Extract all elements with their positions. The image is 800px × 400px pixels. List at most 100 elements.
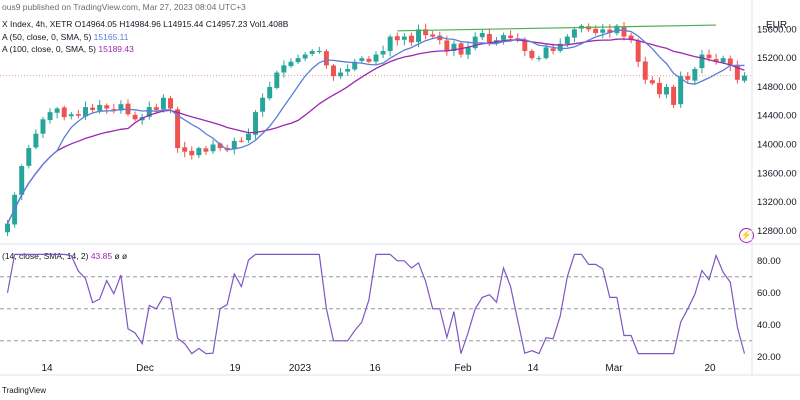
candle-body bbox=[557, 43, 563, 51]
candle-body bbox=[281, 65, 287, 73]
candle-body bbox=[274, 72, 280, 88]
candle-body bbox=[90, 107, 96, 110]
candle-body bbox=[720, 58, 726, 63]
candle-body bbox=[146, 107, 152, 117]
candle-body bbox=[501, 35, 507, 40]
candle-body bbox=[168, 98, 173, 109]
candle-body bbox=[323, 51, 329, 66]
candle-body bbox=[571, 29, 577, 38]
candle-body bbox=[75, 114, 81, 116]
candle-body bbox=[479, 32, 485, 38]
candle-body bbox=[741, 75, 747, 81]
candle-body bbox=[295, 58, 301, 63]
time-tick-label: 20 bbox=[704, 363, 716, 374]
candle-body bbox=[245, 133, 251, 141]
price-tick-label: 14000.00 bbox=[757, 139, 797, 150]
candle-body bbox=[47, 112, 53, 121]
candle-body bbox=[692, 68, 698, 81]
candle-body bbox=[260, 97, 266, 112]
candle-body bbox=[472, 36, 478, 49]
ma100-value: 15189.43 bbox=[98, 44, 134, 54]
candle-body bbox=[196, 148, 202, 156]
time-tick-label: 19 bbox=[229, 363, 241, 374]
candle-body bbox=[26, 148, 32, 166]
candle-body bbox=[734, 64, 740, 80]
price-tick-label: 12800.00 bbox=[757, 226, 797, 237]
candle-body bbox=[486, 34, 492, 43]
candle-body bbox=[423, 29, 429, 36]
candle-body bbox=[430, 34, 436, 37]
candle-body bbox=[54, 108, 60, 113]
candle-body bbox=[5, 223, 11, 233]
candle-body bbox=[104, 105, 110, 109]
candle-body bbox=[288, 61, 294, 67]
candle-body bbox=[366, 58, 372, 62]
candle-body bbox=[231, 140, 237, 150]
candle-body bbox=[451, 43, 457, 51]
ma100-legend: A (100, close, 0, SMA, 5) 15189.43 bbox=[2, 44, 134, 54]
candle-body bbox=[33, 133, 39, 148]
candle-body bbox=[338, 72, 344, 77]
candle-body bbox=[387, 36, 393, 52]
ma50-legend: A (50, close, 0, SMA, 5) 15165.11 bbox=[2, 32, 129, 42]
instrument-line: X Index, 4h, XETR O14964.05 H14984.96 L1… bbox=[2, 19, 288, 29]
time-tick-label: 14 bbox=[527, 363, 539, 374]
ma100-params: A (100, close, 0, SMA, 5) bbox=[2, 44, 97, 54]
lightning-icon[interactable]: ⚡ bbox=[739, 228, 754, 243]
candle-body bbox=[706, 54, 712, 59]
candle-body bbox=[111, 109, 117, 111]
rsi-tick-label: 60.00 bbox=[757, 288, 781, 299]
time-tick-label: Dec bbox=[136, 363, 154, 374]
candle-body bbox=[253, 112, 259, 135]
candle-body bbox=[345, 68, 351, 72]
candle-body bbox=[536, 58, 542, 60]
candle-body bbox=[529, 50, 535, 59]
ohlc-values: O14964.05 H14984.96 L14915.44 C14957.23 … bbox=[74, 19, 289, 29]
candle-body bbox=[656, 82, 662, 95]
candle-body bbox=[649, 80, 655, 84]
candle-body bbox=[61, 107, 67, 118]
candle-body bbox=[642, 61, 648, 80]
candle-body bbox=[118, 104, 124, 111]
price-tick-label: 15600.00 bbox=[757, 24, 797, 35]
candle-body bbox=[401, 36, 407, 40]
candle-body bbox=[678, 76, 684, 105]
candle-body bbox=[359, 58, 365, 61]
candle-body bbox=[416, 29, 421, 42]
candle-body bbox=[132, 114, 138, 120]
candle-body bbox=[564, 36, 570, 44]
candle-body bbox=[267, 86, 273, 99]
candle-body bbox=[408, 35, 414, 43]
candle-body bbox=[160, 97, 166, 110]
candle-body bbox=[621, 26, 627, 37]
price-tick-label: 14400.00 bbox=[757, 111, 797, 122]
price-tick-label: 13200.00 bbox=[757, 197, 797, 208]
candle-body bbox=[331, 65, 336, 77]
candle-body bbox=[309, 50, 315, 54]
candle-body bbox=[628, 35, 634, 41]
candle-body bbox=[543, 47, 549, 59]
candle-body bbox=[203, 148, 209, 152]
candle-body bbox=[607, 29, 613, 33]
time-tick-label: 16 bbox=[369, 363, 381, 374]
time-tick-label: 14 bbox=[41, 363, 53, 374]
time-tick-label: 2023 bbox=[289, 363, 312, 374]
candle-body bbox=[83, 107, 88, 117]
candle-body bbox=[713, 59, 719, 62]
candle-body bbox=[153, 107, 159, 110]
candle-body bbox=[189, 150, 195, 156]
rsi-legend: (14, close, SMA, 14, 2) 43.85 ø ø bbox=[2, 251, 127, 261]
ma100-line bbox=[6, 38, 745, 224]
candle-body bbox=[380, 50, 386, 55]
candle-body bbox=[635, 40, 641, 62]
rsi-tick-label: 40.00 bbox=[757, 320, 781, 331]
candle-body bbox=[19, 166, 25, 195]
rsi-params: (14, close, SMA, 14, 2) bbox=[2, 251, 89, 261]
ma50-params: A (50, close, 0, SMA, 5) bbox=[2, 32, 92, 42]
time-tick-label: Mar bbox=[605, 363, 623, 374]
currency-label: EUR bbox=[766, 20, 788, 31]
tradingview-logo-text: TradingView bbox=[2, 386, 47, 395]
candle-body bbox=[685, 76, 691, 80]
candle-body bbox=[352, 61, 358, 70]
